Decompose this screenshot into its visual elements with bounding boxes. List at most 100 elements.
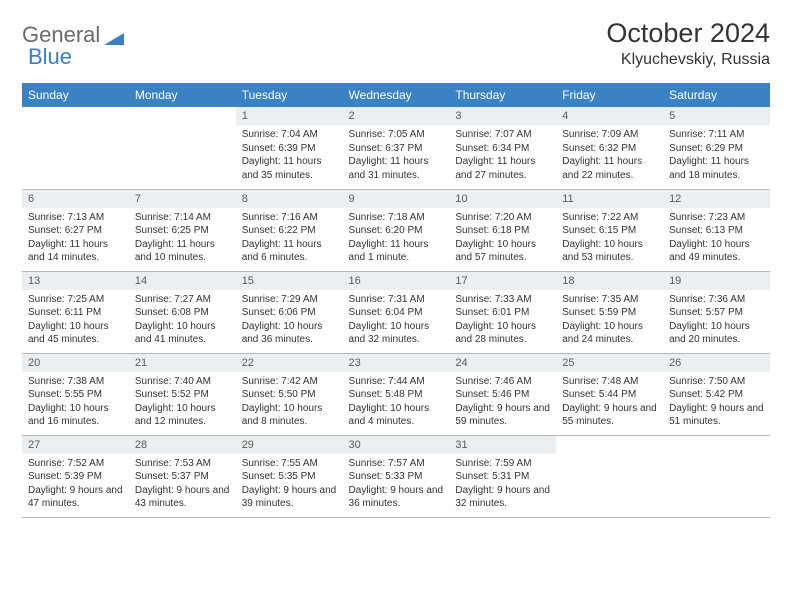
- day-number: 3: [449, 107, 556, 125]
- daylight-text: Daylight: 10 hours and 36 minutes.: [242, 320, 337, 347]
- sunset-text: Sunset: 6:20 PM: [349, 224, 444, 238]
- daylight-text: Daylight: 10 hours and 41 minutes.: [135, 320, 230, 347]
- sunset-text: Sunset: 6:32 PM: [562, 142, 657, 156]
- calendar-row: 6Sunrise: 7:13 AMSunset: 6:27 PMDaylight…: [22, 189, 770, 271]
- day-number: 7: [129, 190, 236, 208]
- sunrise-text: Sunrise: 7:38 AM: [28, 375, 123, 389]
- calendar-cell: 7Sunrise: 7:14 AMSunset: 6:25 PMDaylight…: [129, 189, 236, 271]
- sunrise-text: Sunrise: 7:04 AM: [242, 128, 337, 142]
- day-number: 29: [236, 436, 343, 454]
- daylight-text: Daylight: 11 hours and 6 minutes.: [242, 238, 337, 265]
- sunrise-text: Sunrise: 7:09 AM: [562, 128, 657, 142]
- daylight-text: Daylight: 9 hours and 43 minutes.: [135, 484, 230, 511]
- calendar-cell: 8Sunrise: 7:16 AMSunset: 6:22 PMDaylight…: [236, 189, 343, 271]
- sunset-text: Sunset: 5:31 PM: [455, 470, 550, 484]
- sunrise-text: Sunrise: 7:07 AM: [455, 128, 550, 142]
- day-number: [556, 436, 663, 454]
- sunset-text: Sunset: 5:35 PM: [242, 470, 337, 484]
- sunrise-text: Sunrise: 7:27 AM: [135, 293, 230, 307]
- day-details: Sunrise: 7:14 AMSunset: 6:25 PMDaylight:…: [129, 208, 236, 269]
- sunrise-text: Sunrise: 7:31 AM: [349, 293, 444, 307]
- day-number: 6: [22, 190, 129, 208]
- day-number: [129, 107, 236, 125]
- daylight-text: Daylight: 9 hours and 59 minutes.: [455, 402, 550, 429]
- day-details: Sunrise: 7:42 AMSunset: 5:50 PMDaylight:…: [236, 372, 343, 433]
- daylight-text: Daylight: 9 hours and 55 minutes.: [562, 402, 657, 429]
- sunrise-text: Sunrise: 7:33 AM: [455, 293, 550, 307]
- calendar-cell: 22Sunrise: 7:42 AMSunset: 5:50 PMDayligh…: [236, 353, 343, 435]
- calendar-row: 20Sunrise: 7:38 AMSunset: 5:55 PMDayligh…: [22, 353, 770, 435]
- logo-word2: Blue: [28, 44, 72, 70]
- sunset-text: Sunset: 5:37 PM: [135, 470, 230, 484]
- day-number: 28: [129, 436, 236, 454]
- sunset-text: Sunset: 6:25 PM: [135, 224, 230, 238]
- sunset-text: Sunset: 5:50 PM: [242, 388, 337, 402]
- sunrise-text: Sunrise: 7:29 AM: [242, 293, 337, 307]
- daylight-text: Daylight: 11 hours and 10 minutes.: [135, 238, 230, 265]
- calendar-cell: 16Sunrise: 7:31 AMSunset: 6:04 PMDayligh…: [343, 271, 450, 353]
- day-details: Sunrise: 7:27 AMSunset: 6:08 PMDaylight:…: [129, 290, 236, 351]
- weekday-header: Saturday: [663, 83, 770, 107]
- sunrise-text: Sunrise: 7:05 AM: [349, 128, 444, 142]
- calendar-table: Sunday Monday Tuesday Wednesday Thursday…: [22, 83, 770, 518]
- day-details: Sunrise: 7:48 AMSunset: 5:44 PMDaylight:…: [556, 372, 663, 433]
- sunset-text: Sunset: 6:34 PM: [455, 142, 550, 156]
- sunset-text: Sunset: 5:42 PM: [669, 388, 764, 402]
- calendar-cell: 9 Sunrise: 7:18 AMSunset: 6:20 PMDaylight…: [343, 189, 450, 271]
- sunset-text: Sunset: 5:46 PM: [455, 388, 550, 402]
- day-number: 18: [556, 272, 663, 290]
- calendar-cell: 31Sunrise: 7:59 AMSunset: 5:31 PMDayligh…: [449, 435, 556, 517]
- weekday-header: Sunday: [22, 83, 129, 107]
- weekday-header: Tuesday: [236, 83, 343, 107]
- sunrise-text: Sunrise: 7:57 AM: [349, 457, 444, 471]
- day-details: Sunrise: 7:44 AMSunset: 5:48 PMDaylight:…: [343, 372, 450, 433]
- sunset-text: Sunset: 5:33 PM: [349, 470, 444, 484]
- day-number: 17: [449, 272, 556, 290]
- daylight-text: Daylight: 11 hours and 35 minutes.: [242, 155, 337, 182]
- sunrise-text: Sunrise: 7:18 AM: [349, 211, 444, 225]
- sunrise-text: Sunrise: 7:25 AM: [28, 293, 123, 307]
- calendar-cell: 11Sunrise: 7:22 AMSunset: 6:15 PMDayligh…: [556, 189, 663, 271]
- daylight-text: Daylight: 10 hours and 49 minutes.: [669, 238, 764, 265]
- calendar-cell: 23Sunrise: 7:44 AMSunset: 5:48 PMDayligh…: [343, 353, 450, 435]
- day-number: [663, 436, 770, 454]
- day-details: Sunrise: 7:35 AMSunset: 5:59 PMDaylight:…: [556, 290, 663, 351]
- day-details: Sunrise: 7:40 AMSunset: 5:52 PMDaylight:…: [129, 372, 236, 433]
- day-number: 12: [663, 190, 770, 208]
- calendar-cell: 4Sunrise: 7:09 AMSunset: 6:32 PMDaylight…: [556, 107, 663, 189]
- sunset-text: Sunset: 6:37 PM: [349, 142, 444, 156]
- day-details: Sunrise: 7:33 AMSunset: 6:01 PMDaylight:…: [449, 290, 556, 351]
- daylight-text: Daylight: 10 hours and 12 minutes.: [135, 402, 230, 429]
- sunrise-text: Sunrise: 7:42 AM: [242, 375, 337, 389]
- day-details: Sunrise: 7:05 AMSunset: 6:37 PMDaylight:…: [343, 125, 450, 186]
- day-details: Sunrise: 7:50 AMSunset: 5:42 PMDaylight:…: [663, 372, 770, 433]
- sunset-text: Sunset: 5:48 PM: [349, 388, 444, 402]
- sunrise-text: Sunrise: 7:11 AM: [669, 128, 764, 142]
- day-number: 9: [343, 190, 450, 208]
- calendar-body: 1Sunrise: 7:04 AMSunset: 6:39 PMDaylight…: [22, 107, 770, 517]
- daylight-text: Daylight: 11 hours and 1 minute.: [349, 238, 444, 265]
- title-block: October 2024 Klyuchevskiy, Russia: [606, 18, 770, 69]
- day-number: 24: [449, 354, 556, 372]
- calendar-cell: 2Sunrise: 7:05 AMSunset: 6:37 PMDaylight…: [343, 107, 450, 189]
- daylight-text: Daylight: 9 hours and 47 minutes.: [28, 484, 123, 511]
- daylight-text: Daylight: 10 hours and 20 minutes.: [669, 320, 764, 347]
- sunset-text: Sunset: 6:01 PM: [455, 306, 550, 320]
- calendar-cell: 17Sunrise: 7:33 AMSunset: 6:01 PMDayligh…: [449, 271, 556, 353]
- weekday-header: Friday: [556, 83, 663, 107]
- sunrise-text: Sunrise: 7:55 AM: [242, 457, 337, 471]
- sunrise-text: Sunrise: 7:50 AM: [669, 375, 764, 389]
- sunset-text: Sunset: 6:22 PM: [242, 224, 337, 238]
- calendar-cell: 12Sunrise: 7:23 AMSunset: 6:13 PMDayligh…: [663, 189, 770, 271]
- weekday-header-row: Sunday Monday Tuesday Wednesday Thursday…: [22, 83, 770, 107]
- calendar-row: 13Sunrise: 7:25 AMSunset: 6:11 PMDayligh…: [22, 271, 770, 353]
- daylight-text: Daylight: 9 hours and 32 minutes.: [455, 484, 550, 511]
- calendar-cell: [129, 107, 236, 189]
- weekday-header: Wednesday: [343, 83, 450, 107]
- calendar-cell: 13Sunrise: 7:25 AMSunset: 6:11 PMDayligh…: [22, 271, 129, 353]
- sunset-text: Sunset: 6:39 PM: [242, 142, 337, 156]
- calendar-cell: 25Sunrise: 7:48 AMSunset: 5:44 PMDayligh…: [556, 353, 663, 435]
- day-details: Sunrise: 7:23 AMSunset: 6:13 PMDaylight:…: [663, 208, 770, 269]
- sunset-text: Sunset: 6:13 PM: [669, 224, 764, 238]
- day-details: Sunrise: 7:25 AMSunset: 6:11 PMDaylight:…: [22, 290, 129, 351]
